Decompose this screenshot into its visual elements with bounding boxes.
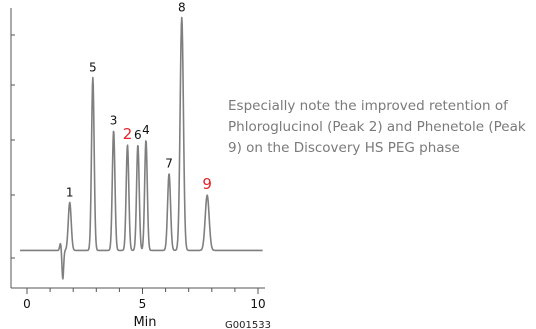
peak-label-1: 1 [66, 185, 74, 199]
caption-text: Especially note the improved retention o… [228, 96, 528, 159]
x-axis-label: Min [133, 315, 156, 329]
chart-axes [10, 8, 265, 294]
peak-label-4: 4 [142, 123, 150, 137]
x-tick-label: 5 [139, 297, 147, 311]
peak-label-9: 9 [202, 175, 212, 193]
peak-label-5: 5 [89, 61, 97, 75]
caption-line-3: 9) on the Discovery HS PEG phase [228, 140, 460, 156]
peak-label-3: 3 [110, 113, 118, 127]
x-tick-label: 0 [23, 297, 31, 311]
chromatogram-trace [19, 16, 264, 280]
x-tick-labels: 0 5 10 [23, 297, 265, 311]
caption-line-2: Phloroglucinol (Peak 2) and Phenetole (P… [228, 119, 526, 135]
peak-label-6: 6 [134, 128, 142, 142]
peak-label-7: 7 [165, 157, 173, 171]
peak-labels: 1 5 32 6 4 7 8 9 [66, 1, 212, 200]
figure-id: G001533 [225, 320, 271, 329]
x-tick-label: 10 [250, 297, 265, 311]
peak-label-2: 2 [123, 125, 133, 143]
chromatogram-trace-layer [19, 16, 264, 280]
peak-label-8: 8 [178, 1, 186, 15]
caption-line-1: Especially note the improved retention o… [228, 98, 508, 114]
